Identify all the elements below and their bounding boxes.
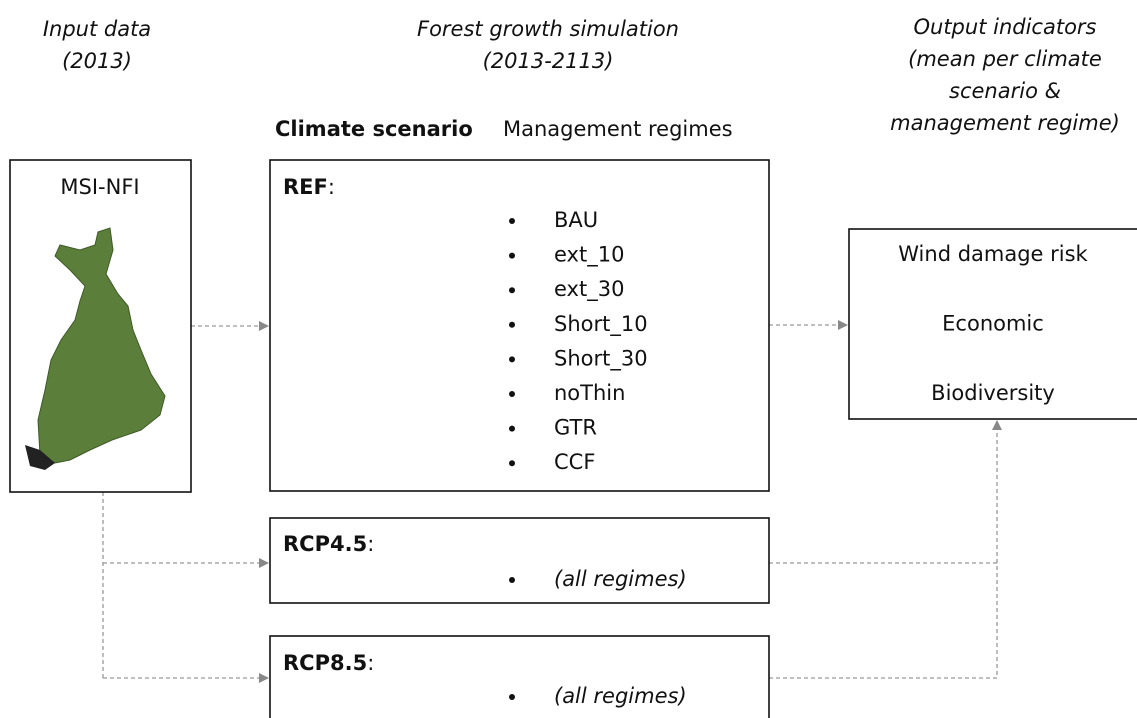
regime: Short_30 (554, 346, 648, 371)
bullet (509, 252, 515, 259)
column-header: Forest growth simulation (417, 17, 679, 41)
regime: BAU (554, 208, 598, 232)
scenario-suffix: : (367, 532, 374, 556)
bullet (509, 391, 515, 397)
scenario-box (269, 517, 770, 604)
scenario-name: RCP4.5 (283, 532, 367, 556)
regime: ext_30 (554, 277, 624, 302)
bullet (509, 425, 515, 432)
bullet (509, 218, 515, 224)
bullet (509, 287, 515, 294)
column-header: (2013-2113) (483, 49, 614, 73)
scenario-box (269, 635, 770, 718)
column-header: scenario & (949, 79, 1061, 103)
bullet (509, 460, 515, 467)
column-header: management regime) (890, 111, 1120, 135)
bullet (509, 577, 515, 583)
bullet (509, 694, 515, 700)
scenario-box (269, 159, 770, 492)
output-box (848, 228, 1137, 420)
regime: ext_10 (554, 243, 624, 268)
map-islands (25, 445, 55, 470)
input-label: MSI-NFI (60, 175, 139, 199)
bullet (509, 321, 515, 328)
climate-header: Climate scenario (275, 117, 473, 141)
scenario-suffix: : (367, 651, 374, 675)
column-header: (mean per climate (908, 47, 1102, 71)
indicator: Wind damage risk (898, 242, 1088, 266)
column-header: Input data (43, 17, 151, 41)
regime: Short_10 (554, 312, 648, 337)
regime: CCF (554, 450, 595, 474)
scenario-label: RCP8.5: (283, 651, 374, 675)
scenario-label: REF: (283, 175, 335, 199)
indicator: Economic (942, 312, 1044, 336)
finland-map (37, 227, 166, 464)
management-header: Management regimes (503, 117, 733, 141)
scenario-name: RCP8.5 (283, 651, 367, 675)
scenario-label: RCP4.5: (283, 532, 374, 556)
scenario-suffix: : (328, 175, 335, 199)
regime: (all regimes) (554, 567, 687, 591)
column-header: (2013) (62, 49, 132, 73)
regime: (all regimes) (554, 684, 687, 708)
regime: noThin (554, 381, 625, 405)
scenario-name: REF (283, 175, 328, 199)
column-header: Output indicators (913, 15, 1096, 39)
regime: GTR (554, 416, 597, 440)
arrow (769, 420, 1002, 679)
bullet (509, 356, 515, 363)
indicator: Biodiversity (931, 381, 1055, 405)
